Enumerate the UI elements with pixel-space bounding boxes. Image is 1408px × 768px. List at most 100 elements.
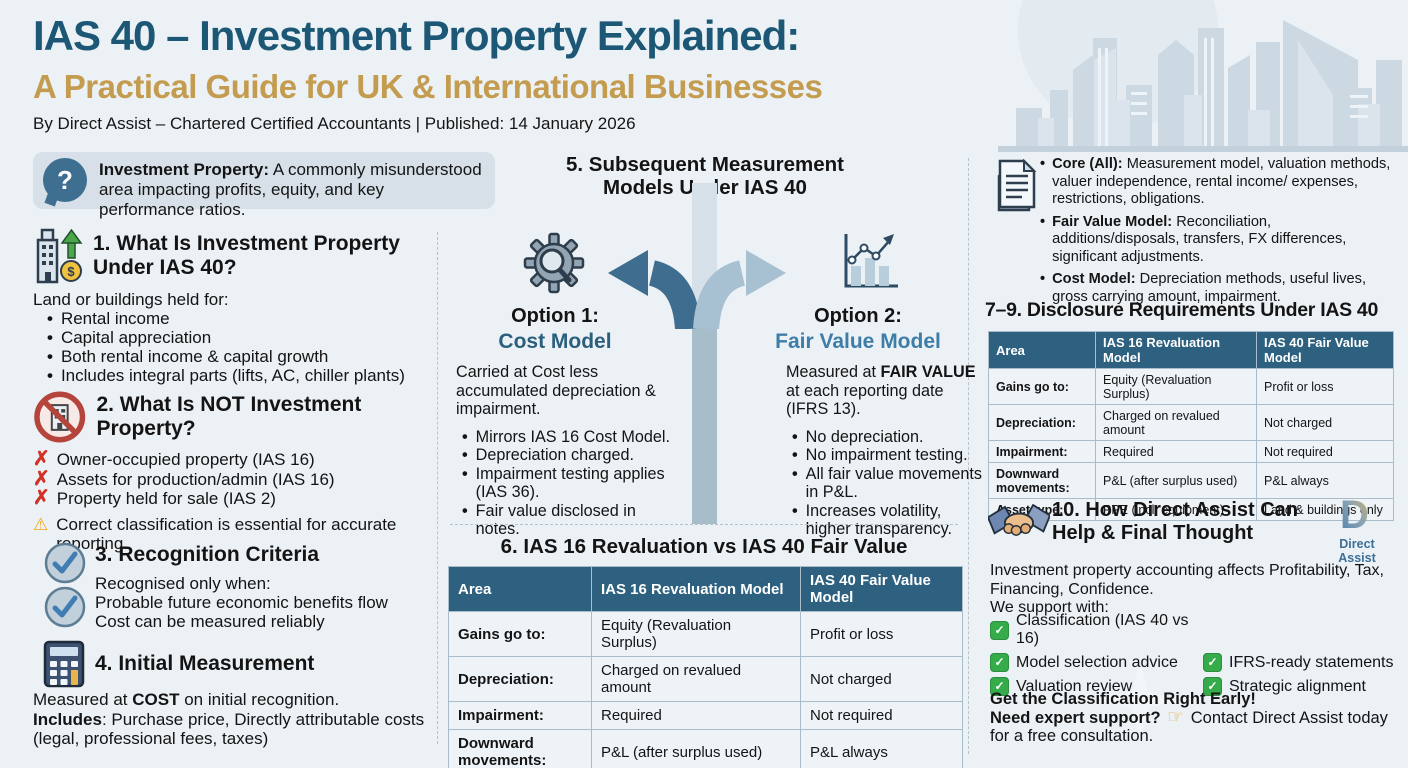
table-row: Downward movements: P&L (after surplus u…: [988, 462, 1394, 499]
bullet-icon: •: [462, 427, 468, 446]
section-2-cross-list: ✗ Owner-occupied property (IAS 16) ✗ Assets…: [33, 448, 443, 509]
option-2-body: Measured at FAIR VALUE at each reporting…: [786, 363, 988, 539]
excluded-item: ✗ Assets for production/admin (IAS 16): [33, 467, 335, 490]
section-1-body: Land or buildings held for: • Rental inco…: [33, 290, 438, 385]
section-1-bullets: • Rental income • Capital appreciation • Both…: [33, 309, 438, 385]
table-row: Gains go to: Equity (Revaluation Surplus…: [448, 611, 963, 657]
warning-note: ⚠ Correct classification is essential fo…: [33, 514, 397, 554]
cross-icon: ✗: [33, 467, 50, 490]
bullet-icon: •: [47, 328, 53, 347]
column-header: IAS 40 Fair Value Model: [1256, 331, 1394, 369]
section-1-header: $ 1. What Is Investment Property Under I…: [33, 228, 433, 284]
list-item: • Rental income: [47, 309, 170, 328]
criteria-line: Recognised only when:: [95, 574, 271, 593]
direct-assist-logo-mark: D: [1340, 493, 1369, 537]
option-1-body: Carried at Cost less accumulated depreci…: [456, 363, 684, 539]
green-check-icon: ✓: [990, 620, 1009, 640]
bullet-icon: •: [1040, 213, 1046, 230]
list-item: • Fair Value Model: Reconciliation, addit…: [1040, 213, 1347, 265]
bullet-icon: •: [462, 446, 468, 464]
check-circle-icon: [44, 542, 86, 584]
cross-icon: ✗: [33, 487, 50, 509]
bullet-icon: •: [1040, 271, 1046, 287]
list-item: • Depreciation charged.: [462, 446, 635, 464]
column-separator: [968, 158, 969, 754]
list-item: • Cost Model: Depreciation methods, usefu…: [1040, 271, 1366, 305]
callout-text: A commonly misunderstood area impacting …: [99, 160, 482, 219]
callout-term: Investment Property:: [99, 160, 270, 179]
list-item: • Increases volatility, higher transparen…: [792, 501, 953, 539]
city-skyline-illustration: [998, 0, 1408, 152]
table-row: Impairment: Required Not required: [988, 440, 1394, 463]
byline: By Direct Assist – Chartered Certified A…: [33, 114, 636, 133]
excluded-item: ✗ Owner-occupied property (IAS 16): [33, 448, 315, 470]
support-checklist: ✓ Classification (IAS 40 vs 16) ✓ Model se…: [990, 612, 1398, 701]
bullet-icon: •: [792, 446, 798, 464]
table-header-row: Area IAS 16 Revaluation Model IAS 40 Fai…: [988, 331, 1394, 369]
intro-callout: ? Investment Property: A commonly misund…: [33, 152, 495, 219]
section-2-body: ✗ Owner-occupied property (IAS 16) ✗ Assets…: [33, 448, 443, 554]
bullet-icon: •: [792, 427, 798, 446]
split-arrows-graphic: [608, 250, 786, 329]
comparison-table: Area IAS 16 Revaluation Model IAS 40 Fai…: [448, 566, 963, 768]
section-5-heading: 5. Subsequent Measurement Models Under I…: [566, 153, 844, 199]
option-2-label: Option 2: Fair Value Model: [758, 304, 958, 354]
cta-headline: Get the Classification Right Early!: [990, 690, 1256, 708]
list-item: • Mirrors IAS 16 Cost Model.: [462, 427, 670, 446]
section-1-heading: 1. What Is Investment Property Under IAS…: [93, 232, 400, 279]
section-6-heading: 6. IAS 16 Revaluation vs IAS 40 Fair Val…: [500, 535, 908, 558]
checklist-row: ✓ Model selection advice ✓ IFRS-ready stat…: [990, 653, 1398, 672]
section-divider: [450, 524, 958, 525]
bullet-icon: •: [792, 464, 798, 483]
calculator-icon: [43, 640, 85, 688]
warning-icon: ⚠: [33, 514, 49, 534]
bullet-icon: •: [47, 309, 53, 328]
bullet-icon: •: [1040, 156, 1046, 172]
bullet-icon: •: [47, 366, 53, 385]
list-item: • Fair value disclosed in notes.: [462, 501, 636, 539]
green-check-icon: ✓: [990, 677, 1009, 696]
gear-search-icon: [523, 232, 585, 294]
svg-text:$: $: [67, 264, 75, 279]
bullet-icon: •: [47, 347, 53, 366]
section-4-body: Measured at COST on initial recognition.…: [33, 690, 425, 748]
column-header: IAS 16 Revaluation Model: [1095, 331, 1257, 369]
section-2-header: 2. What Is NOT Investment Property?: [33, 390, 438, 444]
column-header: IAS 40 Fair Value Model: [800, 566, 963, 612]
logo-caption: Direct Assist: [1338, 537, 1376, 565]
column-separator: [437, 232, 438, 744]
checklist-row: ✓ Valuation review ✓ Strategic alignment: [990, 677, 1398, 696]
chart-growth-icon: [844, 234, 898, 288]
question-icon: ?: [43, 158, 87, 202]
table-row: Depreciation: Charged on revalued amount…: [448, 656, 963, 702]
section-3: 3. Recognition Criteria Recognised only …: [33, 542, 495, 631]
disclosure-table: Area IAS 16 Revaluation Model IAS 40 Fai…: [988, 331, 1394, 521]
option-2-bullets: • No depreciation. • No impairment testing.…: [786, 428, 988, 539]
bullet-icon: •: [792, 501, 798, 520]
table-row: Gains go to: Equity (Revaluation Surplus…: [988, 368, 1394, 405]
prohibited-building-icon: [34, 391, 86, 443]
checklist-row: ✓ Classification (IAS 40 vs 16): [990, 612, 1398, 648]
section-4-heading: 4. Initial Measurement: [95, 652, 315, 675]
table-row: Downward movements: P&L (after surplus u…: [448, 729, 963, 768]
page-title: IAS 40 – Investment Property Explained:: [33, 12, 800, 59]
option-1-bullets: • Mirrors IAS 16 Cost Model. • Depreciation…: [456, 428, 684, 539]
cost-model-label: Cost Model: [498, 330, 612, 353]
section-1-intro: Land or buildings held for:: [33, 290, 229, 309]
option-1-intro: Carried at Cost less accumulated depreci…: [456, 363, 656, 418]
column-header: Area: [448, 566, 592, 612]
table-header-row: Area IAS 16 Revaluation Model IAS 40 Fai…: [448, 566, 963, 612]
list-item: • Impairment testing applies (IAS 36).: [462, 464, 665, 502]
table-row: Impairment: Required Not required: [448, 701, 963, 730]
fair-value-model-label: Fair Value Model: [775, 330, 941, 353]
section-3-lines: Recognised only when: Probable future eco…: [95, 574, 495, 631]
column-header: IAS 16 Revaluation Model: [591, 566, 801, 612]
pointing-hand-icon: ☞: [1167, 706, 1185, 728]
column-header: Area: [988, 331, 1096, 369]
list-item: • No impairment testing.: [792, 446, 968, 464]
handshake-icon: [988, 503, 1050, 536]
option-1-label: Option 1: Cost Model: [455, 304, 655, 354]
bullet-icon: •: [462, 464, 468, 483]
section-2-heading: 2. What Is NOT Investment Property?: [96, 393, 362, 440]
